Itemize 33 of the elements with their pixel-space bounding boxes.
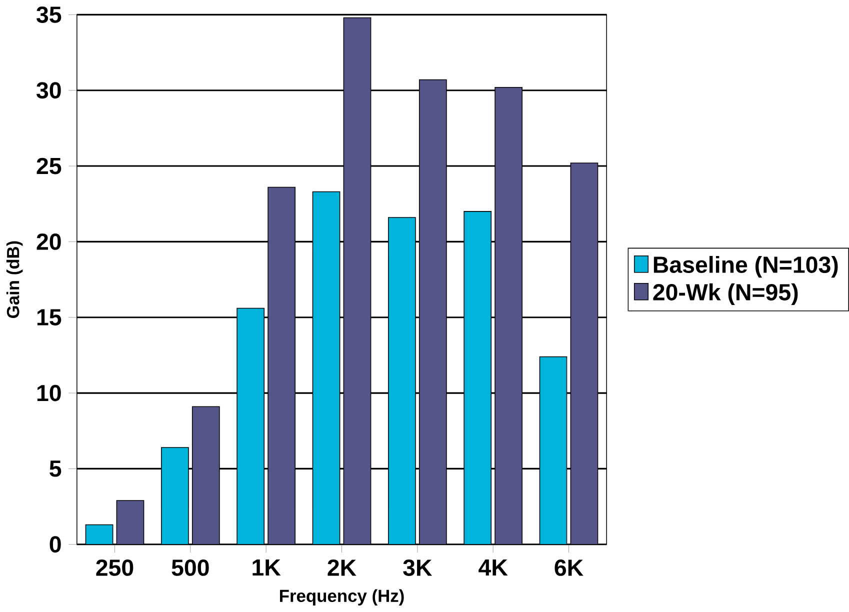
y-tick-label: 20: [36, 234, 61, 250]
legend-label: Baseline (N=103): [654, 256, 838, 278]
legend-label: 20-Wk (N=95): [653, 283, 798, 306]
x-tick-label: 500: [172, 560, 209, 576]
bar: [192, 406, 220, 544]
bar: [237, 308, 264, 544]
y-tick-label: 30: [36, 82, 61, 99]
x-tick-label: 3K: [403, 560, 432, 576]
y-tick-label: 5: [50, 460, 62, 477]
y-tick-label: 0: [50, 536, 61, 553]
bar: [464, 211, 492, 544]
x-tick-label: 1K: [252, 560, 281, 576]
y-axis-title: Gain (dB): [6, 241, 23, 318]
y-tick-label: 25: [36, 158, 62, 174]
bar: [161, 448, 188, 544]
bar: [495, 87, 522, 544]
bar: [539, 356, 568, 544]
y-tick-label: 15: [37, 309, 62, 326]
bar: [388, 218, 416, 544]
x-tick-label: 4K: [478, 560, 508, 576]
bar: [344, 18, 371, 544]
bar: [86, 524, 113, 544]
x-axis-title: Frequency (Hz): [280, 589, 404, 606]
bar: [268, 187, 296, 544]
x-tick-label: 250: [96, 560, 134, 576]
y-tick-label: 10: [37, 384, 61, 402]
bar: [116, 500, 144, 544]
bar: [419, 80, 446, 544]
y-tick-label: 35: [36, 6, 62, 23]
x-tick-label: 2K: [328, 560, 356, 576]
bar: [570, 162, 598, 544]
x-tick-label: 6K: [554, 560, 584, 576]
bar: [312, 192, 340, 544]
